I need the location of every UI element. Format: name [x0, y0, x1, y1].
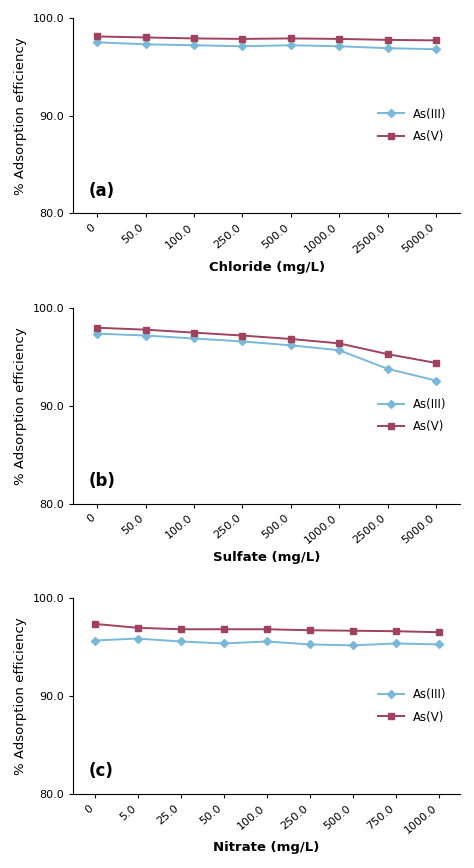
As(V)	[239, 34, 245, 44]
As(V)	[350, 626, 356, 636]
As(III)	[307, 639, 312, 649]
As(V)	[94, 323, 100, 333]
As(V)	[337, 34, 342, 44]
As(V)	[135, 622, 140, 633]
As(III)	[239, 41, 245, 51]
As(III)	[143, 331, 148, 341]
As(III)	[393, 638, 399, 648]
As(III)	[191, 40, 197, 50]
As(V)	[337, 339, 342, 349]
As(V)	[307, 625, 312, 635]
As(V)	[191, 33, 197, 43]
As(III)	[288, 340, 293, 351]
As(III)	[350, 641, 356, 651]
Line: As(V): As(V)	[91, 621, 442, 635]
As(V)	[221, 624, 227, 635]
Text: (b): (b)	[89, 472, 116, 490]
As(V)	[143, 325, 148, 335]
As(III)	[288, 40, 293, 50]
As(V)	[288, 334, 293, 345]
As(V)	[178, 624, 183, 635]
Line: As(III): As(III)	[91, 635, 442, 648]
As(III)	[143, 39, 148, 49]
As(III)	[94, 328, 100, 339]
Y-axis label: % Adsorption efficiency: % Adsorption efficiency	[14, 327, 27, 485]
As(III)	[264, 636, 269, 647]
As(III)	[135, 634, 140, 644]
X-axis label: Nitrate (mg/L): Nitrate (mg/L)	[213, 841, 320, 854]
As(III)	[94, 37, 100, 48]
As(III)	[178, 636, 183, 647]
As(V)	[191, 327, 197, 338]
As(III)	[221, 638, 227, 648]
As(V)	[94, 31, 100, 42]
Y-axis label: % Adsorption efficiency: % Adsorption efficiency	[14, 617, 27, 775]
As(III)	[385, 43, 391, 54]
As(III)	[191, 333, 197, 344]
Legend: As(III), As(V): As(III), As(V)	[378, 398, 447, 433]
As(III)	[385, 364, 391, 374]
Line: As(V): As(V)	[94, 325, 439, 366]
As(III)	[92, 635, 98, 646]
As(III)	[337, 345, 342, 355]
As(III)	[433, 375, 439, 385]
As(V)	[288, 33, 293, 43]
Legend: As(III), As(V): As(III), As(V)	[378, 688, 447, 724]
As(V)	[436, 627, 441, 637]
As(V)	[239, 331, 245, 341]
As(III)	[337, 41, 342, 51]
As(V)	[143, 32, 148, 43]
Text: (a): (a)	[89, 181, 115, 200]
X-axis label: Sulfate (mg/L): Sulfate (mg/L)	[213, 551, 320, 564]
As(III)	[436, 639, 441, 649]
Text: (c): (c)	[89, 762, 113, 780]
As(III)	[239, 336, 245, 346]
X-axis label: Chloride (mg/L): Chloride (mg/L)	[209, 260, 325, 273]
Y-axis label: % Adsorption efficiency: % Adsorption efficiency	[14, 36, 27, 194]
Line: As(III): As(III)	[94, 331, 439, 384]
Legend: As(III), As(V): As(III), As(V)	[378, 108, 447, 143]
As(III)	[433, 44, 439, 55]
As(V)	[385, 35, 391, 45]
As(V)	[393, 626, 399, 636]
Line: As(V): As(V)	[94, 33, 439, 43]
As(V)	[92, 619, 98, 629]
As(V)	[433, 358, 439, 368]
As(V)	[433, 36, 439, 46]
Line: As(III): As(III)	[94, 39, 439, 52]
As(V)	[385, 349, 391, 359]
As(V)	[264, 624, 269, 635]
